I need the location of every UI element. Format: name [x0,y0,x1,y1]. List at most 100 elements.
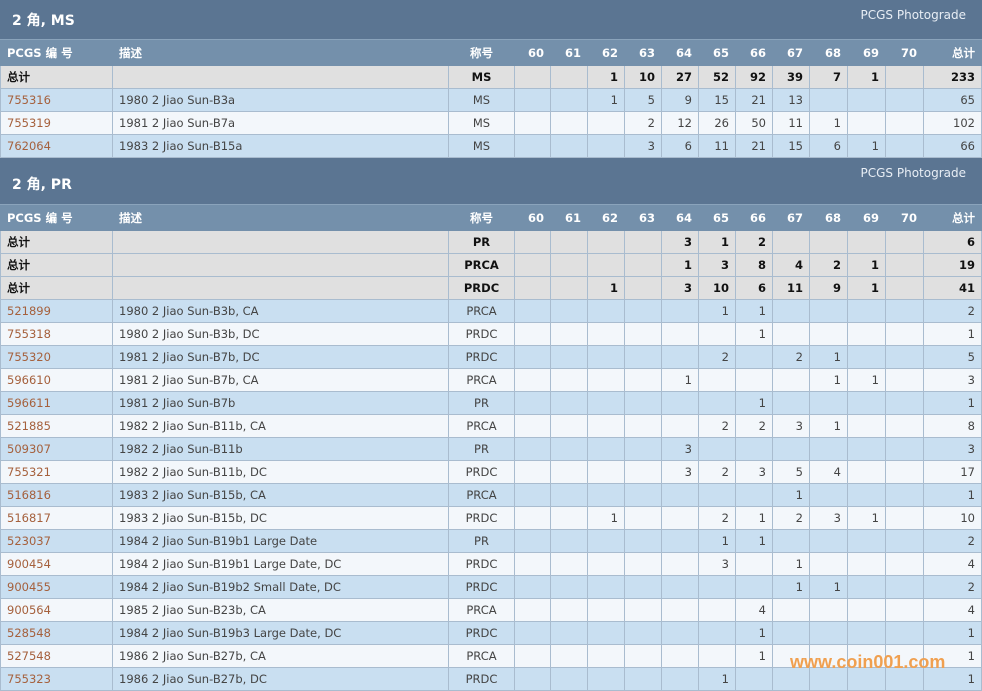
photograde-link[interactable]: PCGS Photograde [860,166,966,180]
total-count: 17 [923,460,982,484]
grade-count [514,575,551,599]
pcgs-id-link[interactable]: 516816 [7,488,51,502]
pcgs-id-link[interactable]: 523037 [7,534,51,548]
grade-count [514,368,551,392]
pcgs-id-link[interactable]: 596610 [7,373,51,387]
column-header: 67 [772,40,810,66]
designation-cell: PRDC [448,322,515,346]
pcgs-id-cell: 527548 [0,644,113,668]
grade-count: 6 [809,134,848,158]
grade-count [514,88,551,112]
grade-count [550,437,588,461]
pcgs-id-link[interactable]: 900455 [7,580,51,594]
grade-count: 1 [847,253,886,277]
grade-count: 1 [587,88,625,112]
grade-count [735,483,773,507]
grade-count [847,88,886,112]
column-header: 60 [514,40,551,66]
designation-cell: PRDC [448,345,515,369]
total-count: 1 [923,483,982,507]
grade-count [661,621,699,645]
population-table: PCGS 编 号描述 称号 60 61 62 63 64 65 66 67 68 69 70 总计 总计 PR… [0,205,982,691]
pcgs-id-link[interactable]: 521899 [7,304,51,318]
grade-count [514,644,551,668]
total-count: 65 [923,88,982,112]
column-header: PCGS 编 号 [0,40,113,66]
pcgs-id-link[interactable]: 521885 [7,419,51,433]
column-header: 称号 [448,205,515,231]
pcgs-id-link[interactable]: 755323 [7,672,51,686]
grade-count [624,253,662,277]
pcgs-id-cell: 755323 [0,667,113,691]
watermark: www.coin001.com [790,652,946,672]
grade-count [698,483,736,507]
grade-count [550,667,588,691]
grade-count [885,253,924,277]
grade-count [809,598,848,622]
pcgs-id-cell: 596611 [0,391,113,415]
total-label: 总计 [0,230,113,254]
description-cell [112,230,449,254]
pcgs-id-link[interactable]: 900454 [7,557,51,571]
column-header: 69 [847,40,886,66]
grade-count [514,667,551,691]
pcgs-id-link[interactable]: 755319 [7,116,51,130]
grade-count [772,230,810,254]
table-row: 900454 1984 2 Jiao Sun-B19b1 Large Date, … [0,552,982,576]
grade-count [587,345,625,369]
grade-count: 11 [698,134,736,158]
pcgs-id-link[interactable]: 762064 [7,139,51,153]
table-row: 523037 1984 2 Jiao Sun-B19b1 Large Date PR… [0,529,982,553]
column-header: 60 [514,205,551,231]
grade-count [550,529,588,553]
pcgs-id-link[interactable]: 596611 [7,396,51,410]
designation-cell: PRDC [448,621,515,645]
total-count: 3 [923,368,982,392]
column-header: 63 [624,40,662,66]
pcgs-id-link[interactable]: 755316 [7,93,51,107]
grade-count [885,345,924,369]
total-row: 总计 MS 1 10 27 52 92 39 7 1 233 [0,65,982,89]
total-count: 3 [923,437,982,461]
grade-count: 12 [661,111,699,135]
designation-cell: PRCA [448,598,515,622]
grade-count [847,437,886,461]
description-cell [112,276,449,300]
table-row: 521899 1980 2 Jiao Sun-B3b, CA PRCA 1 1 2 [0,299,982,323]
grade-count [809,483,848,507]
grade-count [772,644,810,668]
table-row: 509307 1982 2 Jiao Sun-B11b PR 3 3 [0,437,982,461]
pcgs-id-cell: 900454 [0,552,113,576]
photograde-link[interactable]: PCGS Photograde [860,8,966,22]
grade-count [772,299,810,323]
grade-count [624,299,662,323]
grade-count [587,598,625,622]
description-cell: 1982 2 Jiao Sun-B11b, DC [112,460,449,484]
pcgs-id-link[interactable]: 527548 [7,649,51,663]
pcgs-id-cell: 516816 [0,483,113,507]
grade-count [550,276,588,300]
designation-cell: PRCA [448,414,515,438]
pcgs-id-link[interactable]: 900564 [7,603,51,617]
grade-count [885,276,924,300]
pcgs-id-link[interactable]: 755320 [7,350,51,364]
pcgs-id-link[interactable]: 528548 [7,626,51,640]
pcgs-id-link[interactable]: 755318 [7,327,51,341]
grade-count [661,644,699,668]
grade-count: 13 [772,88,810,112]
grade-count [885,598,924,622]
grade-count [885,506,924,530]
grade-count [661,414,699,438]
column-header: 61 [550,205,588,231]
description-cell [112,65,449,89]
grade-count [550,552,588,576]
column-header: 69 [847,205,886,231]
pcgs-id-link[interactable]: 509307 [7,442,51,456]
pcgs-id-link[interactable]: 755321 [7,465,51,479]
grade-count [735,575,773,599]
grade-count: 3 [661,437,699,461]
grade-count: 27 [661,65,699,89]
column-header: 描述 [112,40,449,66]
grade-count: 2 [809,253,848,277]
pcgs-id-link[interactable]: 516817 [7,511,51,525]
